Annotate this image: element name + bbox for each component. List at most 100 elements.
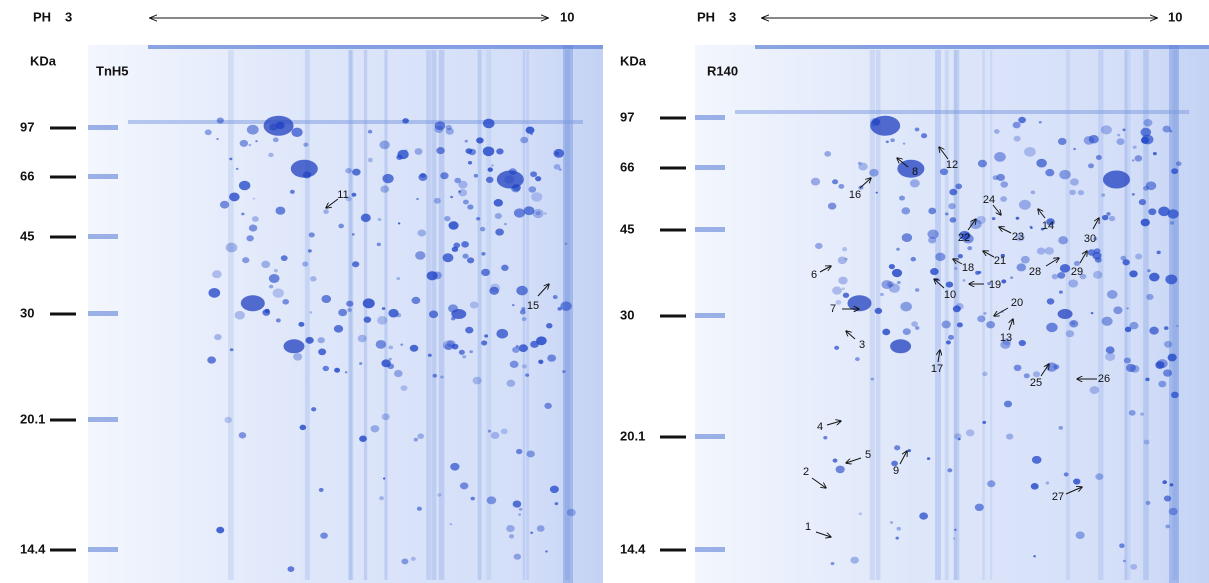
protein-spot (1018, 117, 1026, 123)
protein-spot (1073, 478, 1080, 484)
protein-spot (1069, 320, 1078, 328)
protein-spot (450, 463, 459, 471)
protein-spot (495, 229, 504, 236)
protein-spot (338, 309, 347, 316)
protein-spot (895, 537, 898, 540)
protein-spot (474, 174, 478, 178)
protein-spot (484, 334, 488, 337)
protein-spot (1106, 212, 1110, 216)
protein-spot (488, 430, 491, 433)
protein-spot (1010, 276, 1013, 279)
protein-spot (383, 478, 385, 480)
protein-spot (835, 300, 841, 305)
ladder-band (88, 417, 118, 422)
protein-spot (358, 335, 367, 342)
protein-spot (468, 161, 472, 164)
protein-spot (1124, 357, 1131, 363)
protein-spot (207, 356, 216, 363)
protein-spot (1019, 200, 1031, 210)
protein-spot (1024, 147, 1036, 157)
protein-spot (824, 151, 831, 157)
protein-spot (483, 147, 495, 157)
protein-spot (1031, 190, 1036, 194)
protein-spot (411, 557, 416, 561)
protein-spot (890, 339, 911, 353)
protein-spot (468, 149, 476, 155)
protein-spot (842, 247, 847, 251)
protein-spot (458, 181, 467, 189)
protein-spot (513, 500, 522, 507)
ladder-band (695, 547, 725, 552)
protein-spot (1066, 330, 1075, 337)
protein-spot (1163, 126, 1171, 133)
gel-streak (953, 50, 957, 580)
protein-spot (915, 288, 919, 292)
protein-spot (510, 361, 519, 368)
protein-spot (530, 133, 533, 135)
protein-spot (537, 525, 545, 532)
protein-spot (268, 153, 273, 157)
protein-spot (892, 269, 902, 277)
protein-spot (530, 171, 537, 177)
protein-spot (897, 527, 901, 531)
protein-spot (1122, 259, 1129, 265)
protein-spot (264, 116, 294, 136)
protein-spot (229, 193, 240, 202)
protein-spot (495, 213, 502, 219)
protein-spot (875, 308, 882, 314)
protein-spot (368, 130, 373, 134)
protein-spot (838, 277, 847, 285)
protein-spot (476, 217, 480, 221)
protein-spot (481, 340, 487, 345)
protein-spot (287, 566, 294, 572)
protein-spot (915, 326, 919, 330)
protein-spot (831, 562, 835, 565)
protein-spot (858, 162, 862, 165)
marker-label: 14.4 (20, 541, 46, 556)
protein-spot (1064, 472, 1069, 476)
protein-spot (1176, 161, 1182, 166)
gel-streak (935, 50, 941, 580)
protein-spot (519, 344, 528, 352)
protein-spot (957, 322, 963, 327)
spot-label: 28 (1029, 266, 1041, 278)
protein-spot (450, 196, 453, 198)
protein-spot (536, 211, 541, 215)
protein-spot (401, 385, 408, 391)
protein-spot (501, 429, 508, 435)
protein-spot (977, 315, 985, 322)
figure: PH310KDaTnH59766453020.114.41115PH310KDa… (0, 0, 1209, 583)
protein-spot (1146, 501, 1151, 505)
protein-spot (491, 164, 494, 166)
protein-spot (321, 295, 331, 303)
protein-spot (241, 213, 244, 216)
protein-spot (443, 340, 455, 350)
protein-spot (1135, 253, 1142, 259)
protein-spot (815, 243, 822, 249)
protein-spot (320, 532, 328, 538)
protein-spot (1149, 273, 1160, 282)
spot-label: 22 (958, 232, 970, 244)
protein-spot (987, 480, 995, 487)
protein-spot (467, 204, 473, 209)
protein-spot (1165, 274, 1177, 284)
protein-spot (992, 217, 996, 220)
gel-top-edge (755, 45, 1209, 49)
protein-spot (1143, 186, 1149, 191)
spot-label: 12 (946, 159, 958, 171)
protein-spot (309, 232, 315, 237)
spot-label: 7 (830, 303, 836, 315)
protein-spot (291, 160, 318, 178)
protein-spot (832, 179, 838, 184)
protein-spot (382, 307, 385, 310)
protein-spot (506, 525, 515, 532)
protein-spot (996, 174, 1005, 181)
protein-spot (897, 281, 901, 284)
protein-spot (382, 174, 393, 183)
protein-spot (838, 257, 847, 265)
spot-label: 18 (962, 262, 974, 274)
ph-label: PH (697, 9, 715, 24)
protein-spot (889, 284, 900, 293)
protein-spot (928, 208, 936, 215)
protein-spot (281, 255, 288, 261)
